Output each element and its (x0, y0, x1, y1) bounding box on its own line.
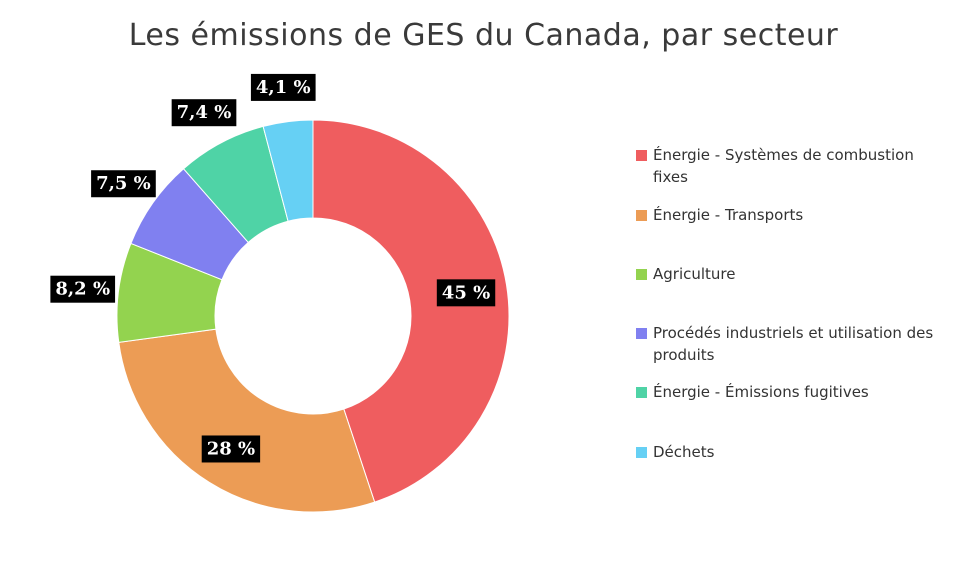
legend-swatch (636, 269, 647, 280)
legend-item[interactable]: Énergie - Émissions fugitives (636, 381, 953, 403)
data-label: 8,2 % (50, 275, 116, 303)
legend-item[interactable]: Déchets (636, 441, 953, 463)
legend-item[interactable]: Énergie - Transports (636, 204, 953, 226)
data-label-text: 4,1 % (256, 77, 311, 98)
legend-label: Déchets (653, 443, 715, 461)
legend-item[interactable]: Énergie - Systèmes de combustion fixes (636, 144, 953, 188)
data-label-background (171, 99, 237, 127)
data-label-text: 7,5 % (96, 173, 151, 194)
data-label: 4,1 % (250, 73, 316, 101)
legend-swatch (636, 210, 647, 221)
legend-label: Énergie - Émissions fugitives (653, 383, 869, 401)
legend-label: Procédés industriels et utilisation des … (653, 324, 934, 364)
data-label: 45 % (436, 279, 496, 307)
legend-swatch (636, 447, 647, 458)
data-label-background (91, 170, 156, 198)
data-label: 28 % (201, 435, 261, 463)
data-label-text: 28 % (207, 438, 255, 459)
pie-slice[interactable] (262, 119, 314, 222)
legend-label: Énergie - Transports (653, 206, 804, 224)
data-label-text: 8,2 % (55, 279, 110, 300)
data-label-background (50, 275, 116, 303)
data-label-text: 7,4 % (177, 102, 232, 123)
pie-slice[interactable] (118, 328, 376, 513)
legend-swatch (636, 150, 647, 161)
legend-swatch (636, 328, 647, 339)
data-label-background (250, 73, 316, 101)
data-label: 7,4 % (171, 99, 237, 127)
legend-item[interactable]: Agriculture (636, 263, 953, 285)
legend-label: Énergie - Systèmes de combustion fixes (653, 146, 914, 186)
data-label: 7,5 % (91, 170, 156, 198)
chart-title: Les émissions de GES du Canada, par sect… (128, 18, 839, 53)
data-label-text: 45 % (442, 282, 490, 303)
legend-swatch (636, 387, 647, 398)
legend-item[interactable]: Procédés industriels et utilisation des … (636, 322, 953, 366)
data-label-background (201, 435, 261, 463)
data-label-background (436, 279, 496, 307)
pie-slice[interactable] (312, 119, 510, 503)
legend-label: Agriculture (653, 265, 736, 283)
